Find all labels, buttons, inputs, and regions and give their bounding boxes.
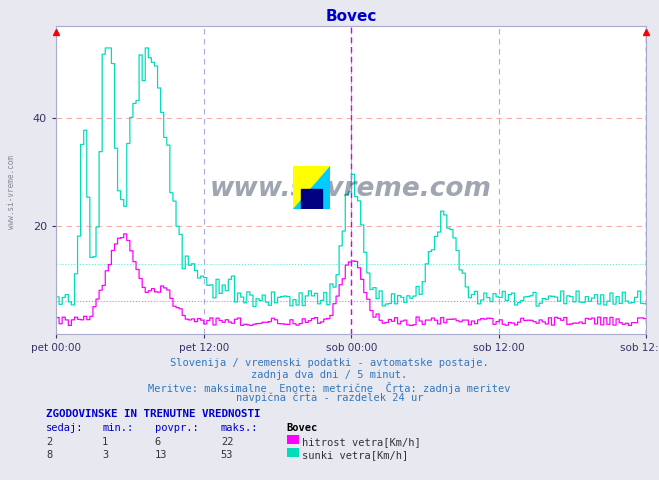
Title: Bovec: Bovec: [326, 9, 376, 24]
Text: povpr.:: povpr.:: [155, 423, 198, 433]
Text: 8: 8: [46, 450, 52, 460]
Text: 53: 53: [221, 450, 233, 460]
Text: sunki vetra[Km/h]: sunki vetra[Km/h]: [302, 450, 409, 460]
Text: 13: 13: [155, 450, 167, 460]
Text: 1: 1: [102, 437, 108, 447]
Text: www.si-vreme.com: www.si-vreme.com: [210, 176, 492, 202]
Text: navpična črta - razdelek 24 ur: navpična črta - razdelek 24 ur: [236, 393, 423, 403]
Text: 22: 22: [221, 437, 233, 447]
Text: hitrost vetra[Km/h]: hitrost vetra[Km/h]: [302, 437, 421, 447]
Text: Meritve: maksimalne  Enote: metrične  Črta: zadnja meritev: Meritve: maksimalne Enote: metrične Črta…: [148, 382, 511, 394]
Text: www.si-vreme.com: www.si-vreme.com: [7, 155, 16, 229]
Text: ZGODOVINSKE IN TRENUTNE VREDNOSTI: ZGODOVINSKE IN TRENUTNE VREDNOSTI: [46, 409, 260, 419]
Text: maks.:: maks.:: [221, 423, 258, 433]
Text: Bovec: Bovec: [287, 423, 318, 433]
Text: sedaj:: sedaj:: [46, 423, 84, 433]
Text: 2: 2: [46, 437, 52, 447]
Text: 6: 6: [155, 437, 161, 447]
Text: 3: 3: [102, 450, 108, 460]
Bar: [301, 190, 322, 209]
Polygon shape: [293, 166, 330, 209]
Polygon shape: [293, 166, 330, 209]
Text: Slovenija / vremenski podatki - avtomatske postaje.: Slovenija / vremenski podatki - avtomats…: [170, 358, 489, 368]
Text: min.:: min.:: [102, 423, 133, 433]
Text: zadnja dva dni / 5 minut.: zadnja dva dni / 5 minut.: [251, 370, 408, 380]
